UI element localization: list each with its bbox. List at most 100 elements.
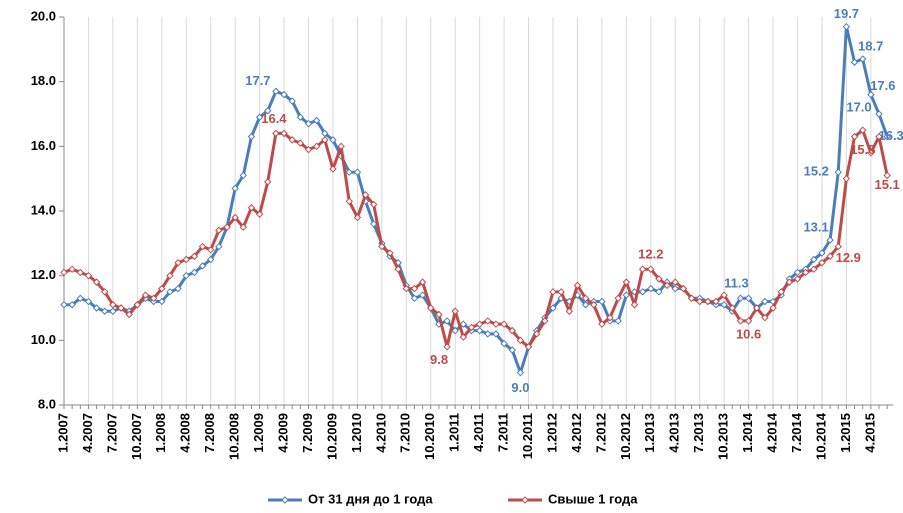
point-marker	[312, 116, 321, 125]
point-marker	[834, 242, 842, 251]
y-tick-label: 8.0	[38, 396, 56, 411]
point-marker	[630, 301, 639, 309]
point-marker	[842, 174, 851, 183]
point-marker	[337, 142, 345, 151]
point-marker	[345, 168, 353, 176]
point-marker	[850, 58, 859, 66]
point-marker	[206, 255, 215, 264]
y-tick-label: 18.0	[31, 73, 56, 88]
point-marker	[875, 110, 883, 118]
data-label: 16.4	[261, 111, 287, 126]
point-marker	[247, 204, 256, 212]
x-tick-label: 4.2011	[471, 413, 486, 452]
point-marker	[231, 213, 239, 222]
point-marker	[622, 278, 631, 286]
data-label: 13.1	[803, 220, 828, 235]
point-marker	[581, 301, 590, 309]
point-marker	[647, 284, 655, 293]
point-marker	[467, 323, 476, 332]
point-marker	[198, 242, 207, 251]
point-marker	[402, 284, 411, 293]
point-marker	[133, 301, 142, 309]
point-marker	[500, 320, 508, 328]
point-marker	[475, 326, 484, 335]
x-tick-label: 7.2009	[300, 413, 315, 453]
point-marker	[435, 310, 443, 319]
x-tick-label: 7.2010	[398, 413, 413, 453]
data-label: 9.8	[430, 352, 448, 367]
point-marker	[695, 297, 704, 306]
x-tick-label: 7.2008	[202, 413, 217, 453]
point-marker	[101, 288, 109, 296]
x-tick-label: 7.2013	[691, 413, 706, 453]
point-marker	[304, 119, 313, 128]
point-marker	[125, 310, 133, 319]
point-marker	[60, 301, 68, 309]
legend-marker	[521, 496, 529, 504]
point-marker	[484, 330, 492, 338]
point-marker	[500, 339, 508, 348]
point-marker	[296, 113, 305, 121]
point-marker	[296, 139, 305, 147]
point-marker	[386, 249, 394, 257]
data-label: 17.7	[245, 73, 270, 88]
point-marker	[590, 301, 598, 309]
point-marker	[149, 294, 158, 303]
point-marker	[264, 107, 272, 115]
point-marker	[117, 304, 125, 312]
point-marker	[182, 271, 190, 280]
point-marker	[174, 259, 182, 267]
x-tick-label: 4.2008	[178, 413, 193, 453]
point-marker	[451, 326, 459, 335]
point-marker	[361, 191, 370, 199]
point-marker	[850, 132, 859, 141]
point-marker	[777, 288, 785, 296]
point-marker	[198, 262, 207, 270]
point-marker	[215, 226, 223, 235]
point-marker	[247, 132, 256, 141]
point-marker	[369, 200, 378, 209]
x-tick-label: 1.2007	[55, 413, 70, 453]
y-tick-label: 20.0	[31, 8, 56, 23]
point-marker	[353, 213, 362, 222]
x-tick-label: 1.2008	[153, 413, 168, 453]
point-marker	[272, 87, 280, 96]
point-marker	[508, 346, 516, 354]
point-marker	[321, 136, 329, 144]
y-tick-label: 10.0	[31, 332, 56, 347]
point-marker	[704, 297, 712, 306]
point-marker	[76, 268, 85, 277]
legend-item: От 31 дня до 1 года	[268, 491, 433, 506]
x-tick-label: 10.2013	[716, 413, 731, 460]
point-marker	[92, 304, 101, 312]
point-marker	[867, 149, 875, 157]
point-marker	[842, 22, 851, 31]
point-marker	[76, 294, 85, 303]
point-marker	[459, 333, 468, 341]
point-marker	[288, 97, 296, 105]
point-marker	[280, 90, 288, 99]
point-marker	[190, 268, 199, 277]
data-label: 17.0	[846, 99, 871, 114]
x-tick-label: 10.2012	[618, 413, 633, 460]
point-marker	[826, 236, 834, 244]
x-tick-label: 4.2009	[275, 413, 290, 453]
y-tick-label: 14.0	[31, 202, 56, 217]
series-line	[63, 128, 889, 349]
point-marker	[369, 220, 378, 228]
point-marker	[867, 90, 875, 99]
y-tick-label: 12.0	[31, 267, 56, 282]
point-marker	[174, 284, 182, 293]
point-marker	[598, 297, 606, 306]
point-marker	[206, 246, 215, 254]
point-marker	[549, 288, 557, 296]
x-tick-label: 4.2007	[80, 413, 95, 453]
point-marker	[329, 136, 337, 144]
point-marker	[858, 55, 867, 63]
x-tick-label: 7.2007	[104, 413, 119, 453]
point-marker	[810, 265, 818, 273]
point-marker	[818, 249, 826, 257]
point-marker	[84, 271, 93, 280]
data-label: 18.7	[858, 38, 883, 53]
